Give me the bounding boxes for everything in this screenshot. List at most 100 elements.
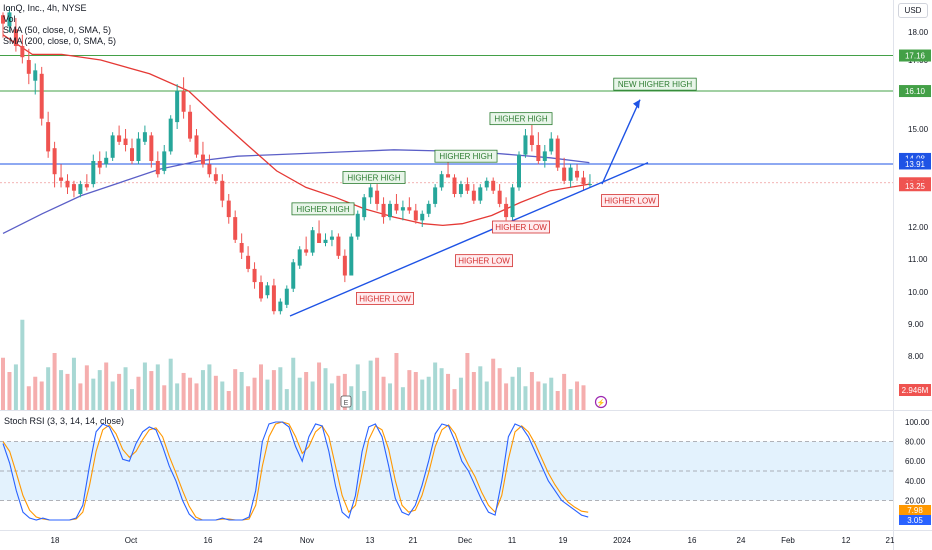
- candle-body[interactable]: [426, 203, 431, 214]
- candle-body[interactable]: [355, 213, 360, 237]
- higher-high-label[interactable]: [342, 171, 406, 184]
- candle-body[interactable]: [188, 111, 193, 139]
- projection-arrow-line[interactable]: [601, 99, 641, 185]
- candle-body[interactable]: [213, 174, 218, 181]
- candle-body[interactable]: [375, 190, 380, 204]
- candle-body[interactable]: [278, 301, 283, 312]
- candle-body[interactable]: [220, 180, 225, 201]
- candle-body[interactable]: [265, 285, 270, 296]
- candle-body[interactable]: [65, 180, 70, 188]
- candle-body[interactable]: [439, 174, 444, 188]
- candle-body[interactable]: [46, 122, 51, 152]
- candle-body[interactable]: [91, 161, 96, 185]
- candle-body[interactable]: [510, 187, 515, 218]
- candle-body[interactable]: [175, 91, 180, 123]
- higher-low-label[interactable]: [601, 194, 659, 208]
- candle-body[interactable]: [452, 177, 457, 195]
- currency-button[interactable]: USD: [898, 3, 928, 18]
- sma200-legend[interactable]: SMA (200, close, 0, SMA, 5): [3, 36, 117, 46]
- earnings-event-icon[interactable]: [340, 395, 352, 408]
- candle-body[interactable]: [497, 190, 502, 204]
- candle-body[interactable]: [110, 135, 115, 158]
- candle-body[interactable]: [136, 138, 141, 161]
- candle-body[interactable]: [33, 70, 38, 81]
- candle-body[interactable]: [336, 236, 341, 256]
- candle-body[interactable]: [1, 15, 5, 24]
- candle-body[interactable]: [78, 184, 83, 194]
- candle-body[interactable]: [420, 213, 425, 221]
- candle-body[interactable]: [446, 174, 451, 178]
- candle-body[interactable]: [342, 255, 347, 276]
- candle-body[interactable]: [149, 135, 154, 161]
- candle-body[interactable]: [555, 138, 560, 168]
- candle-body[interactable]: [587, 184, 592, 186]
- volume-legend[interactable]: Vol: [3, 14, 16, 24]
- candle-body[interactable]: [13, 29, 18, 46]
- higher-low-label[interactable]: [356, 291, 414, 305]
- candle-body[interactable]: [233, 217, 238, 240]
- candle-body[interactable]: [7, 12, 12, 27]
- candle-body[interactable]: [542, 151, 547, 161]
- candle-body[interactable]: [349, 236, 354, 276]
- candle-body[interactable]: [200, 154, 205, 165]
- candle-body[interactable]: [413, 210, 418, 221]
- candle-body[interactable]: [458, 184, 463, 194]
- candle-body[interactable]: [194, 135, 199, 155]
- candle-body[interactable]: [407, 207, 412, 211]
- higher-low-label[interactable]: [455, 254, 513, 268]
- candle-body[interactable]: [504, 203, 509, 218]
- stoch-rsi-d-line[interactable]: [2, 421, 589, 521]
- candle-body[interactable]: [529, 135, 534, 145]
- candle-body[interactable]: [39, 73, 44, 119]
- sma50-legend[interactable]: SMA (50, close, 0, SMA, 5): [3, 25, 112, 35]
- candle-body[interactable]: [523, 135, 528, 155]
- candle-body[interactable]: [84, 184, 89, 188]
- candle-body[interactable]: [323, 239, 328, 243]
- higher-high-label[interactable]: [613, 77, 697, 91]
- candle-body[interactable]: [259, 282, 263, 299]
- candle-body[interactable]: [491, 180, 496, 191]
- candle-body[interactable]: [130, 148, 134, 161]
- higher-high-label[interactable]: [489, 112, 553, 126]
- candle-body[interactable]: [484, 180, 489, 188]
- candle-body[interactable]: [162, 151, 167, 171]
- candle-body[interactable]: [52, 148, 57, 175]
- higher-low-label[interactable]: [492, 220, 550, 234]
- candle-body[interactable]: [59, 177, 64, 181]
- candle-body[interactable]: [207, 164, 212, 175]
- candle-body[interactable]: [478, 187, 483, 201]
- candle-body[interactable]: [381, 203, 386, 218]
- candle-body[interactable]: [284, 288, 289, 305]
- candle-body[interactable]: [310, 230, 315, 253]
- candle-body[interactable]: [575, 170, 580, 178]
- candle-body[interactable]: [123, 138, 128, 145]
- higher-high-label[interactable]: [291, 202, 355, 216]
- candle-body[interactable]: [20, 46, 25, 58]
- candle-body[interactable]: [71, 184, 76, 191]
- candle-body[interactable]: [271, 285, 276, 312]
- dividend-flash-icon[interactable]: [594, 395, 608, 409]
- candle-body[interactable]: [549, 138, 554, 152]
- candle-body[interactable]: [142, 132, 147, 142]
- candle-body[interactable]: [568, 167, 573, 181]
- symbol-title[interactable]: IonQ, Inc., 4h, NYSE: [3, 3, 87, 13]
- candle-body[interactable]: [239, 243, 244, 253]
- candle-body[interactable]: [581, 177, 586, 185]
- candle-body[interactable]: [181, 91, 186, 112]
- candle-body[interactable]: [226, 200, 231, 218]
- candle-body[interactable]: [471, 190, 476, 201]
- candle-body[interactable]: [400, 207, 405, 211]
- candle-body[interactable]: [155, 161, 160, 175]
- candle-body[interactable]: [104, 157, 109, 165]
- candle-body[interactable]: [26, 60, 31, 74]
- candle-body[interactable]: [388, 203, 392, 218]
- candle-body[interactable]: [252, 268, 257, 283]
- stoch-rsi-legend[interactable]: Stoch RSI (3, 3, 14, 14, close): [4, 416, 125, 426]
- candle-body[interactable]: [317, 233, 322, 243]
- candle-body[interactable]: [297, 249, 302, 266]
- candle-body[interactable]: [97, 161, 102, 168]
- candle-body[interactable]: [246, 255, 251, 269]
- candle-body[interactable]: [517, 154, 521, 188]
